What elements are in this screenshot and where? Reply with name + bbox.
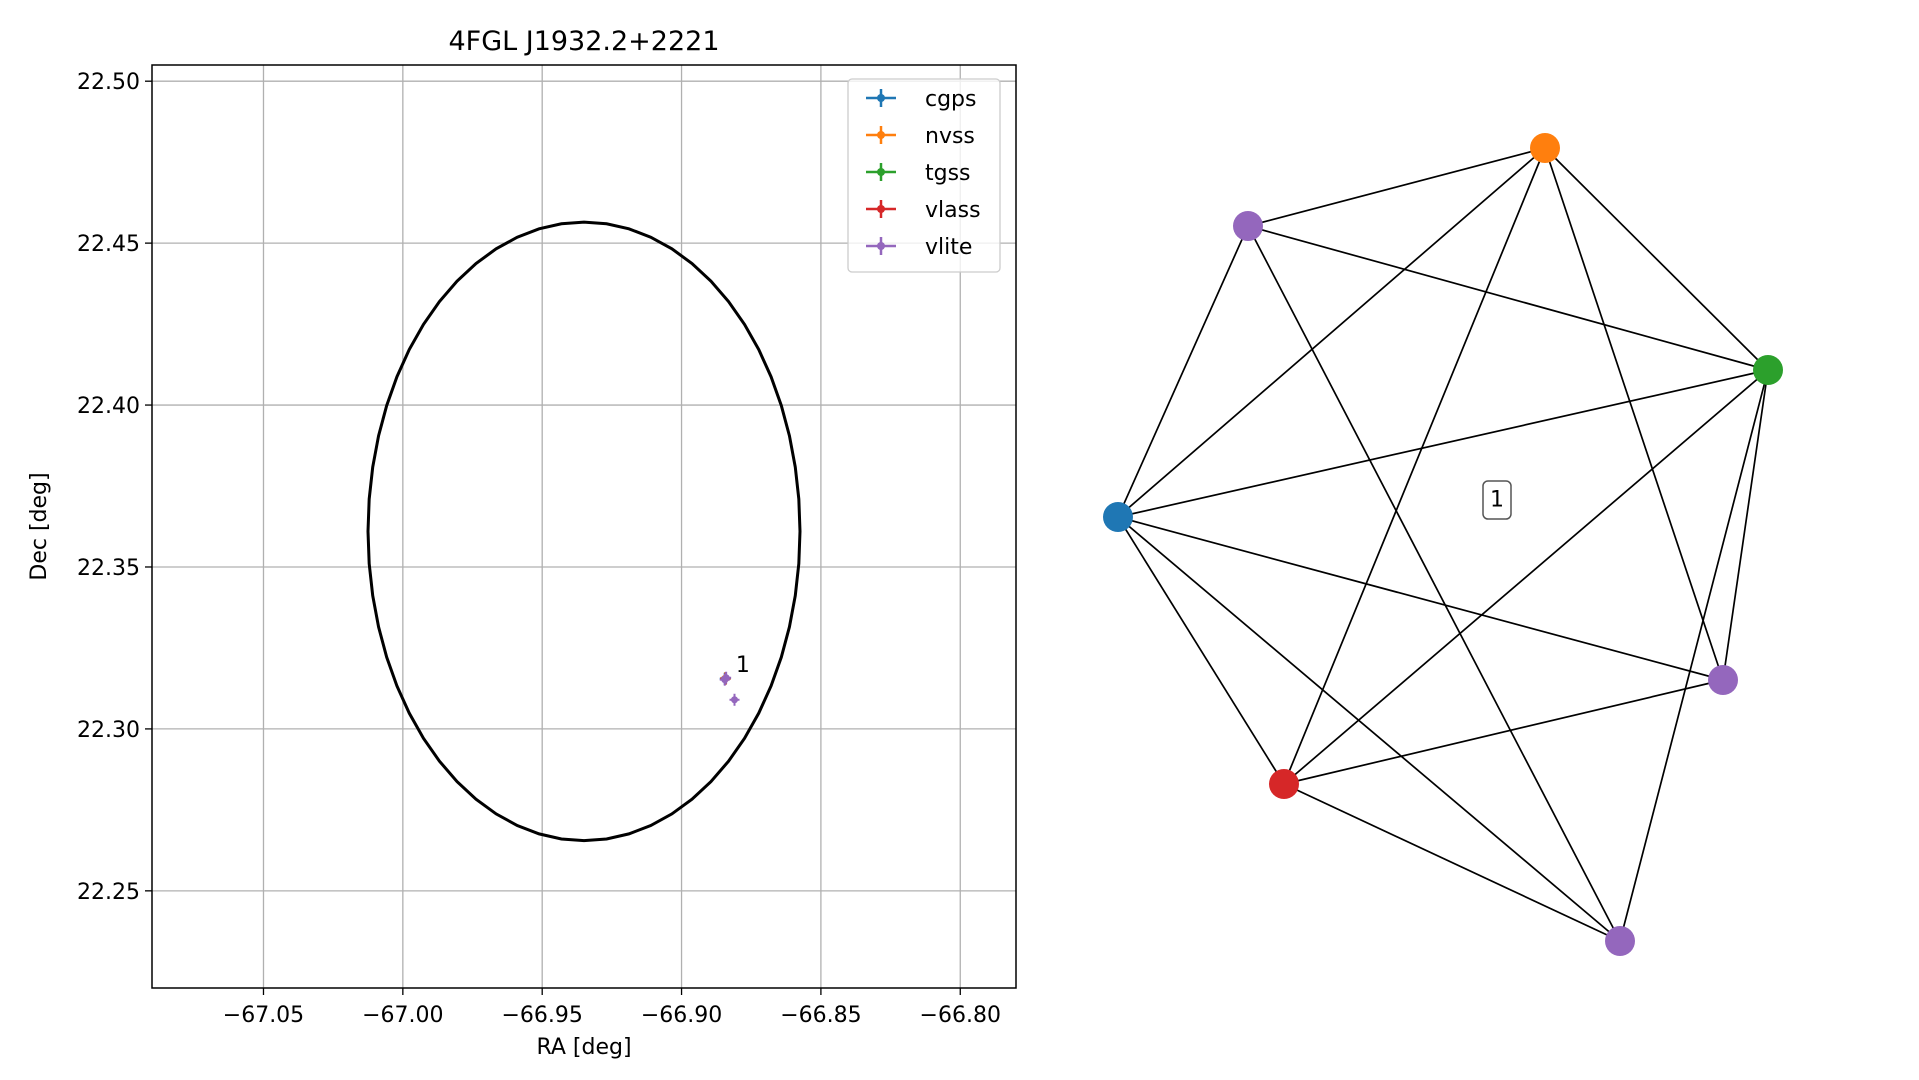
- graph-node-vlite: [1233, 211, 1263, 241]
- legend-item-vlite: vlite: [866, 235, 972, 260]
- graph-edge: [1283, 147, 1546, 785]
- graph-edge: [1117, 516, 1285, 785]
- error-ellipse: [366, 220, 802, 843]
- source-point-vlite: [729, 693, 740, 706]
- legend-label: nvss: [925, 124, 975, 149]
- graph-edges: [1117, 147, 1769, 942]
- x-axis-ticks: −67.05 −67.00 −66.95 −66.90 −66.85 −66.80: [223, 988, 1001, 1028]
- graph-node-tgss: [1753, 355, 1783, 385]
- graph-edge: [1722, 369, 1769, 681]
- graph-nodes: [1103, 133, 1783, 956]
- graph-edge: [1117, 147, 1546, 518]
- y-tick-label: 22.25: [77, 880, 140, 905]
- y-tick-label: 22.30: [77, 718, 140, 743]
- graph-node-cgps: [1103, 502, 1133, 532]
- legend-items: cgps nvss tgss vlass vlite: [866, 87, 981, 260]
- source-point-vlite: [719, 673, 730, 686]
- legend-marker-dot: [877, 168, 885, 176]
- network-graph: 1: [1103, 133, 1783, 956]
- x-tick-label: −66.95: [501, 1003, 582, 1028]
- group-annotation: 1: [736, 653, 750, 678]
- x-tick-label: −67.00: [362, 1003, 443, 1028]
- x-tick-label: −66.85: [780, 1003, 861, 1028]
- legend-item-nvss: nvss: [866, 124, 975, 149]
- error-ellipse-layer: [366, 220, 802, 843]
- graph-label-text: 1: [1490, 488, 1504, 513]
- graph-edge: [1283, 369, 1769, 785]
- legend-label: vlite: [925, 235, 972, 260]
- source-points: [719, 671, 740, 706]
- y-axis-ticks: 22.25 22.30 22.35 22.40 22.45 22.50: [77, 70, 152, 905]
- graph-edge: [1247, 225, 1769, 371]
- legend-label: cgps: [925, 87, 977, 112]
- graph-edge: [1117, 516, 1724, 681]
- legend-label: vlass: [925, 198, 981, 223]
- graph-edge: [1117, 516, 1621, 942]
- graph-edge: [1283, 783, 1621, 942]
- y-tick-label: 22.35: [77, 556, 140, 581]
- legend-marker-dot: [877, 205, 885, 213]
- graph-node-vlass: [1269, 769, 1299, 799]
- graph-node-vlite: [1605, 926, 1635, 956]
- x-axis-label: RA [deg]: [536, 1035, 631, 1060]
- graph-node-nvss: [1530, 133, 1560, 163]
- legend-item-cgps: cgps: [866, 87, 977, 112]
- legend: cgps nvss tgss vlass vlite: [847, 78, 1001, 273]
- graph-edge: [1247, 225, 1621, 942]
- legend-box: [847, 78, 1001, 273]
- graph-edge: [1247, 147, 1546, 227]
- graph-edge: [1117, 369, 1769, 518]
- y-tick-label: 22.45: [77, 232, 140, 257]
- graph-edge: [1544, 147, 1769, 371]
- legend-item-tgss: tgss: [866, 161, 971, 186]
- axes-frame: [151, 64, 1017, 989]
- legend-label: tgss: [925, 161, 971, 186]
- x-tick-label: −67.05: [223, 1003, 304, 1028]
- legend-item-vlass: vlass: [866, 198, 981, 223]
- graph-edge: [1544, 147, 1724, 681]
- graph-node-vlite: [1708, 665, 1738, 695]
- y-tick-label: 22.40: [77, 394, 140, 419]
- graph-edge: [1283, 679, 1724, 785]
- graph-edge: [1619, 369, 1769, 942]
- y-axis-label: Dec [deg]: [27, 472, 52, 580]
- position-plot: 1 −67.05 −67.00 −66.95 −66.90 −66.85 −66.80 2…: [27, 26, 1017, 1060]
- graph-label-box: [1482, 480, 1512, 520]
- graph-edge: [1117, 225, 1249, 518]
- chart-title: 4FGL J1932.2+2221: [448, 26, 719, 57]
- x-tick-label: −66.80: [920, 1003, 1001, 1028]
- point-marker: [731, 696, 739, 704]
- graph-label: 1: [1482, 480, 1512, 520]
- legend-marker-dot: [877, 131, 885, 139]
- x-tick-label: −66.90: [641, 1003, 722, 1028]
- y-tick-label: 22.50: [77, 70, 140, 95]
- point-marker: [721, 676, 729, 684]
- legend-marker-dot: [877, 242, 885, 250]
- legend-marker-dot: [877, 94, 885, 102]
